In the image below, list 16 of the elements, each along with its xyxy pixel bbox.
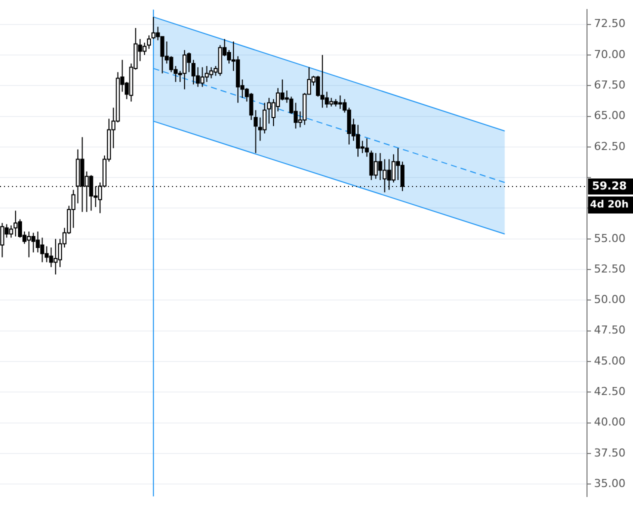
y-tick-label: 67.50	[594, 78, 626, 92]
y-tick-label: 40.00	[594, 416, 626, 429]
y-tick-label: 72.50	[594, 17, 626, 30]
y-tick-label: 47.50	[594, 324, 626, 337]
y-tick-label: 45.00	[594, 354, 626, 368]
y-tick-label: 55.00	[594, 232, 626, 245]
y-tick-label: 62.50	[594, 140, 626, 153]
ref-line-label: 59.28	[592, 179, 627, 192]
y-tick-label: 37.50	[594, 446, 626, 460]
y-tick-label: 42.50	[594, 385, 626, 398]
y-tick-label: 35.00	[594, 476, 626, 490]
y-tick-label: 70.00	[594, 48, 626, 61]
text: 4d 20h	[590, 200, 629, 211]
y-tick-label: 52.50	[594, 262, 626, 276]
y-tick-label: 65.00	[594, 109, 626, 122]
y-tick-label: 50.00	[594, 293, 626, 306]
